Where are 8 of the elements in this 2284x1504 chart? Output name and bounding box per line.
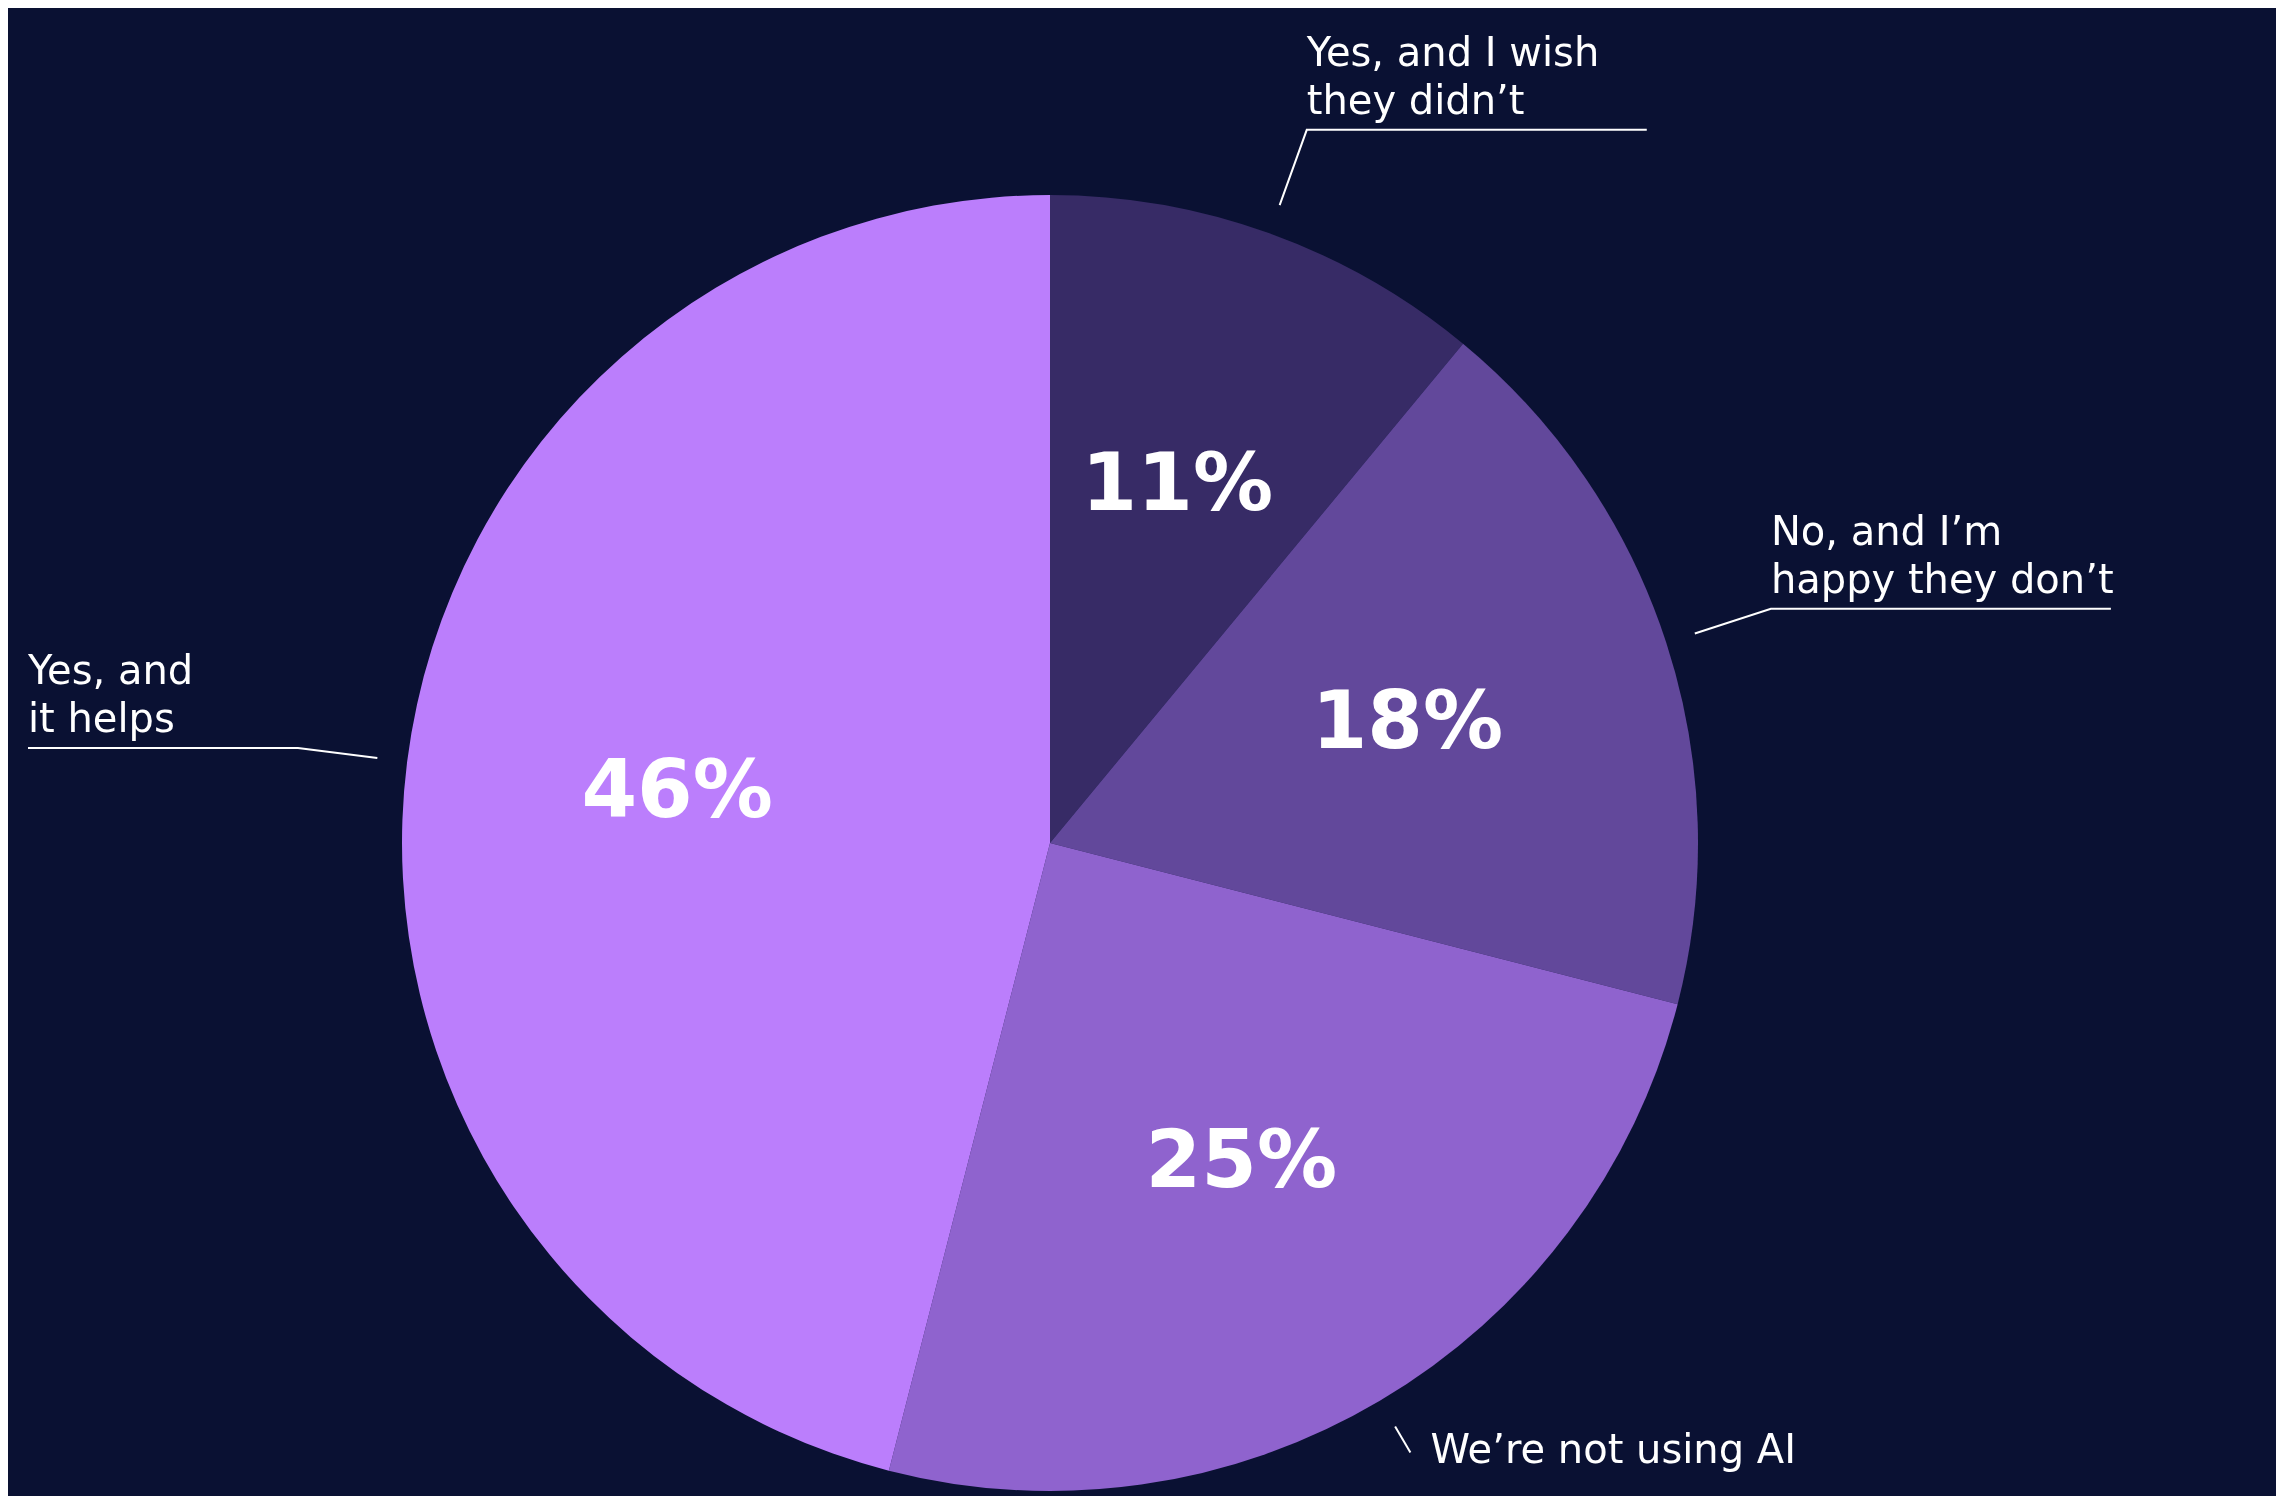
- data-label: 11%: [1081, 436, 1274, 530]
- data-label: 25%: [1145, 1113, 1338, 1207]
- slice-label: Yes, and it helps: [27, 647, 194, 741]
- slice-label: No, and I’m happy they don’t: [1770, 507, 2114, 602]
- slice-label: Yes, and I wish they didn’t: [1305, 28, 1600, 123]
- slice-label: We’re not using AI: [1430, 1425, 1796, 1472]
- data-label: 46%: [581, 742, 773, 836]
- data-label: 18%: [1311, 673, 1504, 767]
